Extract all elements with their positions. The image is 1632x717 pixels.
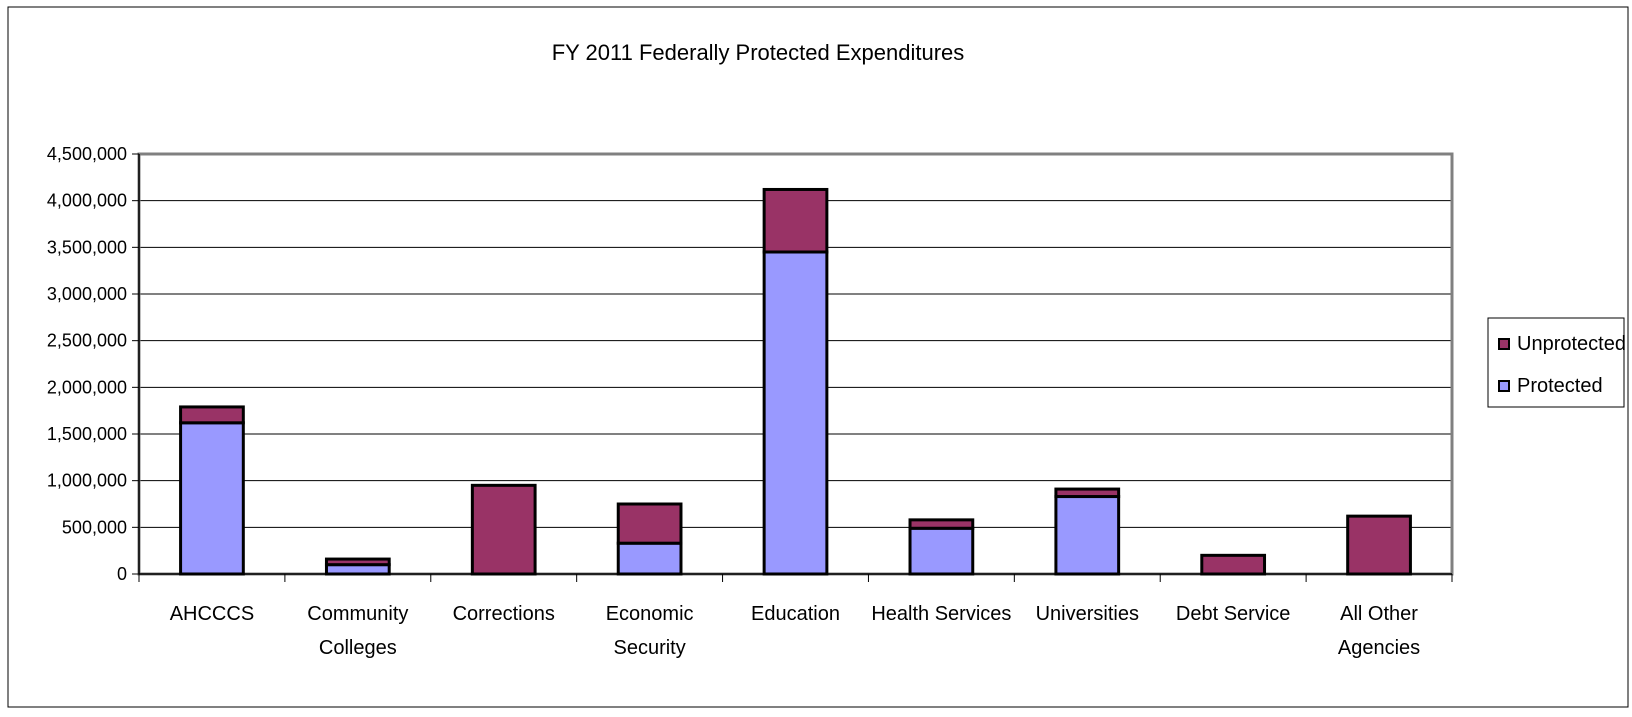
legend-box: [1487, 317, 1625, 408]
y-tick-label: 3,500,000: [47, 237, 127, 257]
legend-swatch: [1498, 338, 1510, 350]
x-category-label: Debt Service: [1176, 603, 1291, 625]
bar-unprotected: [1200, 553, 1267, 576]
x-category-label: AHCCCS: [170, 603, 254, 625]
legend-swatch: [1498, 380, 1510, 392]
bar-unprotected: [179, 405, 245, 425]
x-category-label: Economic: [606, 603, 694, 625]
bar-unprotected: [324, 557, 391, 567]
axes: 0 500,000 1,000,000 1,500,000 2,000,000 2,500…: [47, 144, 1453, 659]
bar-protected: [1054, 495, 1121, 576]
legend-label: Unprotected: [1517, 333, 1626, 355]
y-tick-label: 1,000,000: [47, 471, 127, 491]
y-tick-label: 4,500,000: [47, 144, 127, 164]
x-category-label: Community: [307, 603, 408, 625]
x-category-label: Colleges: [319, 637, 397, 659]
y-tick-label: 2,500,000: [47, 331, 127, 351]
chart-title: FY 2011 Federally Protected Expenditures: [552, 40, 965, 65]
x-category-label: Security: [613, 637, 685, 659]
y-tick-label: 0: [117, 564, 127, 584]
x-category-label: Universities: [1036, 603, 1139, 625]
bar-unprotected: [616, 502, 683, 545]
bar-unprotected: [762, 187, 829, 254]
x-category-label: Education: [751, 603, 840, 625]
bar-unprotected: [908, 518, 975, 530]
y-tick-label: 4,000,000: [47, 191, 127, 211]
bars: [179, 187, 1412, 576]
bar-protected: [179, 421, 245, 576]
bar-unprotected: [1346, 514, 1412, 576]
legend-label: Protected: [1517, 375, 1603, 397]
x-category-label: Corrections: [453, 603, 555, 625]
y-tick-label: 1,500,000: [47, 424, 127, 444]
bar-unprotected: [470, 483, 537, 576]
bar-protected: [908, 526, 975, 576]
bar-protected: [616, 541, 683, 576]
bar-protected: [762, 250, 829, 576]
x-category-label: Agencies: [1338, 637, 1420, 659]
y-tick-label: 3,000,000: [47, 284, 127, 304]
y-tick-label: 2,000,000: [47, 377, 127, 397]
x-category-label: Health Services: [871, 603, 1011, 625]
bar-unprotected: [1054, 487, 1121, 499]
x-category-label: All Other: [1340, 603, 1418, 625]
y-tick-label: 500,000: [62, 517, 127, 537]
legend: Unprotected Protected: [1487, 317, 1626, 408]
